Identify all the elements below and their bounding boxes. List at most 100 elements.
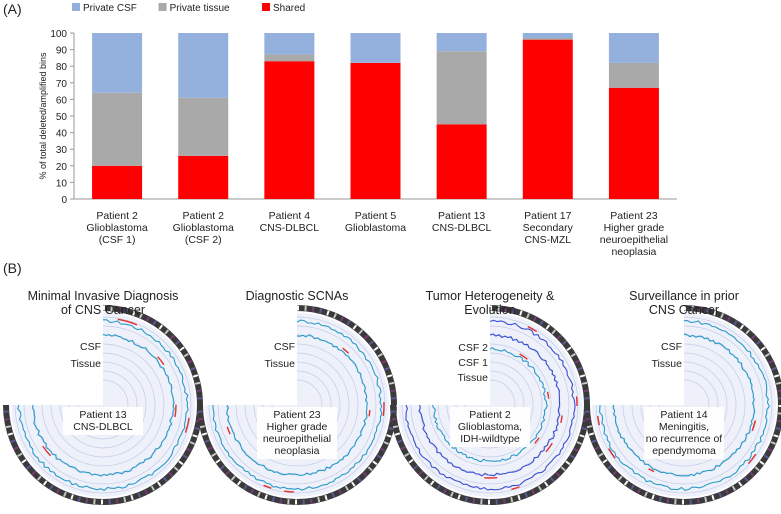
ideogram-band: [324, 494, 328, 501]
x-tick-label: Secondary: [523, 222, 574, 234]
ideogram-band: [644, 491, 648, 497]
gain-segment: [608, 448, 616, 459]
bar-segment-private-csf: [264, 33, 315, 55]
ideogram-band: [376, 454, 382, 459]
ideogram-band: [158, 324, 164, 330]
track-label: Tissue: [70, 358, 101, 370]
circos-panel: Tumor Heterogeneity &Evolution CSF 2 CSF 1…: [390, 289, 590, 505]
ideogram-band: [384, 366, 390, 371]
ideogram-band: [759, 460, 765, 466]
grid-ring: [604, 325, 764, 485]
ideogram-band: [549, 476, 555, 482]
chart-legend: Private CSF Private tissue Shared: [72, 3, 305, 14]
bar-segment-private-tissue: [608, 62, 659, 88]
ideogram-band: [7, 432, 14, 436]
ideogram-band: [368, 340, 374, 346]
x-tick-label: Patient 4: [269, 210, 311, 222]
panel-b-label: (B): [3, 260, 22, 276]
ideogram-band: [230, 475, 236, 481]
ideogram-band: [63, 491, 67, 497]
ideogram-band: [173, 466, 179, 472]
ideogram-band: [363, 334, 369, 340]
ideogram-band: [192, 374, 199, 378]
bar-segment-shared: [608, 87, 659, 199]
ideogram-band: [178, 460, 184, 466]
copy-number-track: [612, 333, 756, 477]
circos-panel-title: Tumor Heterogeneity &: [426, 289, 555, 303]
gain-segment: [368, 410, 371, 417]
ideogram-band: [651, 494, 655, 500]
circos-panel-title: Diagnostic SCNAs: [246, 289, 349, 303]
legend-entry: Private tissue: [170, 3, 230, 14]
ideogram-band: [36, 475, 42, 481]
ideogram-band: [413, 464, 419, 470]
ideogram-band: [150, 485, 155, 491]
ideogram-band: [339, 316, 344, 322]
gain-segment: [184, 417, 190, 433]
circos-panel-title: of CNS Cancer: [61, 303, 145, 317]
ideogram-band: [344, 485, 349, 491]
ideogram-band: [130, 494, 134, 501]
ideogram-band: [168, 471, 174, 477]
ideogram-band: [755, 340, 761, 346]
circos-background: [11, 313, 195, 497]
x-tick-label: (CSF 1): [99, 234, 136, 246]
x-tick-label: Patient 17: [524, 210, 571, 222]
center-label-backdrop: [450, 407, 530, 447]
ideogram-band: [436, 484, 441, 490]
ideogram-band: [607, 464, 613, 470]
ideogram-band: [400, 446, 406, 451]
legend-swatch: [158, 3, 167, 11]
stacked-bar-chart: 0 10 20 30 40 50 60 70 80 90 100 % of total deleted…: [38, 29, 677, 258]
ideogram-band: [383, 441, 389, 445]
ideogram-band: [215, 459, 221, 464]
ideogram-band: [545, 324, 551, 330]
gain-segment: [560, 415, 563, 423]
ideogram-band: [331, 492, 336, 498]
x-tick-label: Patient 23: [610, 210, 657, 222]
ideogram-band: [726, 316, 731, 322]
ideogram-band: [169, 334, 175, 340]
gain-segment: [283, 490, 294, 493]
ideogram-band: [404, 452, 410, 457]
gain-segment: [342, 347, 350, 354]
grid-ring: [428, 343, 552, 467]
bar-segment-private-tissue: [436, 51, 487, 125]
circos-panel-title: CNS Cancer: [649, 303, 719, 317]
bar-segment-private-tissue: [264, 54, 315, 62]
bar-segment-private-csf: [436, 33, 487, 52]
ideogram-band: [738, 481, 743, 487]
bar-segment-shared: [264, 61, 315, 199]
ideogram-band: [182, 454, 188, 459]
ideogram-band: [443, 488, 448, 494]
track-label: CSF: [274, 341, 295, 353]
ideogram-band: [408, 459, 414, 464]
x-tick-label: neoplasia: [611, 246, 656, 258]
y-axis-title: % of total deleted/amplified bins: [38, 52, 48, 180]
ideogram-band: [42, 480, 48, 486]
ideogram-band: [381, 359, 387, 364]
ideogram-band: [532, 316, 537, 322]
ideogram-band: [544, 481, 549, 487]
ideogram-band: [132, 310, 136, 316]
x-tick-label: Glioblastoma: [173, 222, 234, 234]
ideogram-band: [579, 374, 586, 378]
y-tick-label: 70: [56, 79, 68, 90]
ideogram-band: [21, 459, 27, 464]
ideogram-band: [573, 447, 579, 452]
ideogram-band: [179, 346, 185, 351]
ideogram-band: [250, 488, 255, 494]
ideogram-band: [768, 359, 774, 364]
ideogram-band: [531, 489, 536, 495]
ideogram-band: [204, 439, 210, 444]
ideogram-band: [373, 346, 379, 351]
x-tick-label: CNS-DLBCL: [432, 222, 492, 234]
ideogram-band: [56, 488, 61, 494]
y-tick-label: 90: [56, 46, 68, 57]
ideogram-band: [731, 485, 736, 491]
track-label: CSF: [80, 341, 101, 353]
ideogram-band: [602, 459, 608, 464]
ideogram-band: [145, 316, 150, 322]
ideogram-band: [201, 432, 208, 436]
